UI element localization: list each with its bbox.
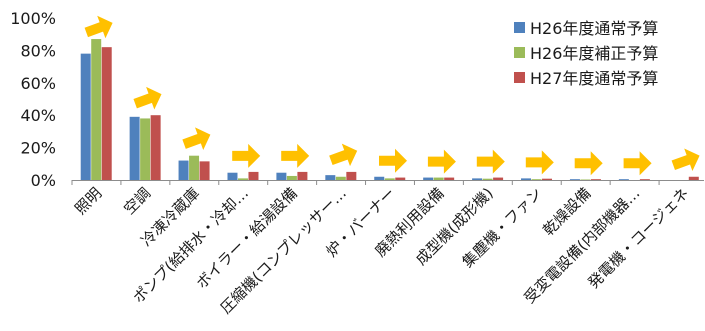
bar	[472, 178, 483, 180]
bar	[493, 177, 504, 180]
bar	[276, 172, 287, 180]
bar	[618, 179, 629, 180]
y-tick-label: 40%	[20, 106, 56, 125]
bar	[101, 47, 112, 180]
bar	[346, 171, 357, 180]
trend-arrow-icon	[623, 151, 652, 176]
bar	[248, 171, 259, 180]
bar	[395, 177, 406, 180]
bar	[335, 176, 346, 180]
legend-swatch	[514, 47, 525, 58]
bar	[444, 177, 455, 180]
legend-label: H26年度補正予算	[530, 44, 658, 63]
y-tick-label: 100%	[10, 9, 56, 28]
trend-arrow-icon	[574, 151, 603, 176]
y-tick-label: 0%	[31, 171, 56, 190]
trend-arrow-icon	[427, 149, 456, 174]
bar	[129, 116, 140, 180]
trend-arrow-icon	[525, 150, 554, 175]
bar	[688, 176, 699, 180]
bar	[297, 171, 308, 180]
legend-swatch	[514, 22, 525, 33]
trend-arrow-icon	[281, 143, 310, 168]
y-tick-label: 60%	[20, 74, 56, 93]
bar	[374, 176, 385, 180]
x-tick-label: 空調	[120, 184, 154, 218]
bar	[237, 178, 248, 180]
bar	[178, 160, 189, 180]
bar	[189, 155, 200, 180]
trend-arrow-icon	[671, 148, 700, 172]
legend: H26年度通常予算 H26年度補正予算 H27年度通常予算	[508, 12, 704, 95]
bar	[199, 161, 210, 180]
bar	[531, 179, 542, 180]
bar	[542, 178, 553, 180]
bar	[521, 178, 532, 180]
trend-arrow-icon	[182, 127, 211, 150]
bar	[325, 175, 336, 180]
trend-arrow-icon	[133, 86, 162, 110]
bar	[227, 172, 238, 180]
bar	[639, 179, 650, 180]
bar	[91, 39, 102, 181]
bar	[590, 179, 601, 180]
legend-box	[508, 12, 704, 95]
y-tick-label: 20%	[20, 139, 56, 158]
bar	[150, 115, 161, 180]
trend-arrow-icon	[379, 148, 407, 173]
bar	[286, 175, 297, 180]
bar	[80, 53, 91, 180]
y-tick-label: 80%	[20, 41, 56, 60]
legend-label: H26年度通常予算	[530, 19, 658, 38]
trend-arrow-icon	[84, 15, 113, 39]
legend-swatch	[514, 72, 525, 83]
bar	[482, 178, 493, 180]
legend-label: H27年度通常予算	[530, 69, 658, 88]
trend-arrow-icon	[329, 143, 358, 167]
trend-arrow-icon	[476, 149, 505, 174]
bar	[423, 177, 434, 180]
trend-arrow-icon	[232, 143, 261, 168]
bar	[433, 177, 444, 180]
bar	[140, 118, 151, 180]
bar	[569, 179, 580, 180]
x-tick-label: 照明	[71, 184, 105, 218]
bar	[384, 178, 395, 180]
